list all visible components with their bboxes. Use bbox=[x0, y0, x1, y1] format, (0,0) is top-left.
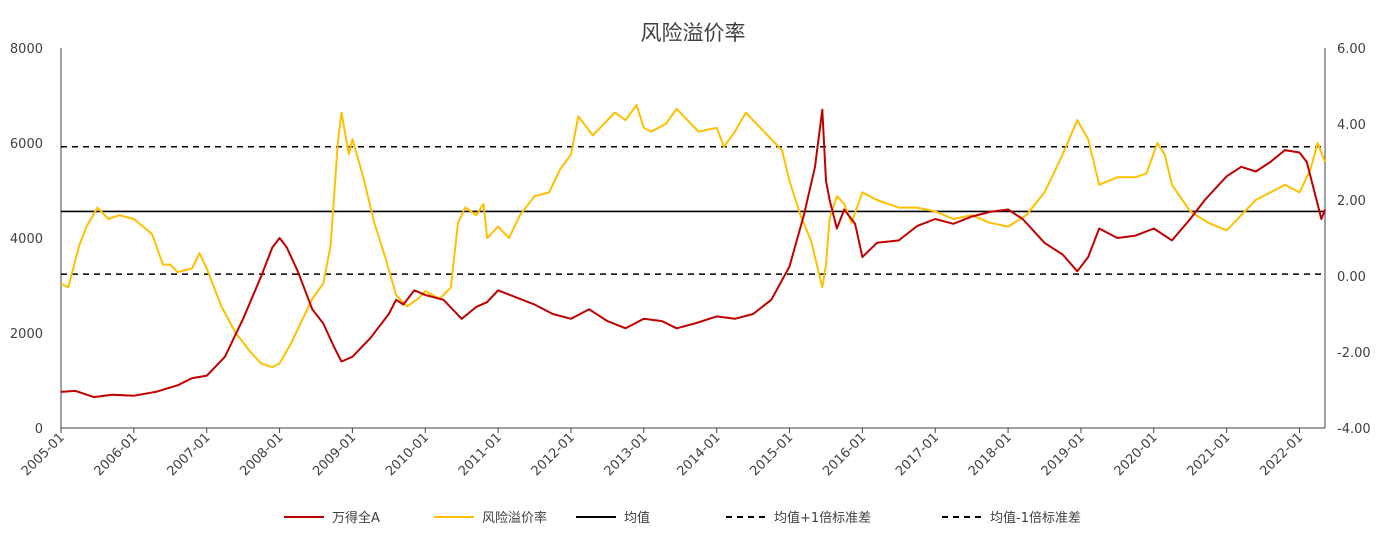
chart-title: 风险溢价率 bbox=[641, 21, 746, 45]
right-tick-label: -4.00 bbox=[1337, 422, 1371, 437]
left-tick-label: 0 bbox=[35, 422, 43, 437]
right-tick-label: 2.00 bbox=[1337, 194, 1366, 209]
right-tick-label: 4.00 bbox=[1337, 118, 1366, 133]
left-tick-label: 4000 bbox=[10, 232, 43, 247]
left-tick-label: 8000 bbox=[10, 42, 43, 57]
series-line-0 bbox=[60, 108, 1326, 399]
legend-label-0: 万得全A bbox=[332, 510, 380, 526]
left-tick-label: 2000 bbox=[10, 327, 43, 342]
series-line-1 bbox=[60, 104, 1326, 369]
right-tick-label: -2.00 bbox=[1337, 346, 1371, 361]
legend-label-3: 均值+1倍标准差 bbox=[774, 510, 871, 526]
legend: 万得全A 风险溢价率 均值 均值+1倍标准差 均值-1倍标准差 bbox=[284, 510, 1081, 526]
right-tick-label: 0.00 bbox=[1337, 270, 1366, 285]
legend-label-2: 均值 bbox=[624, 510, 650, 526]
left-y-axis: 0 2000 4000 6000 8000 bbox=[10, 42, 62, 437]
series-layer bbox=[60, 104, 1326, 399]
legend-label-1: 风险溢价率 bbox=[482, 510, 547, 526]
left-tick-label: 6000 bbox=[10, 137, 43, 152]
legend-label-4: 均值-1倍标准差 bbox=[990, 510, 1081, 526]
right-tick-label: 6.00 bbox=[1337, 42, 1366, 57]
right-y-axis: -4.00 -2.00 0.00 2.00 4.00 6.00 bbox=[1324, 42, 1371, 437]
